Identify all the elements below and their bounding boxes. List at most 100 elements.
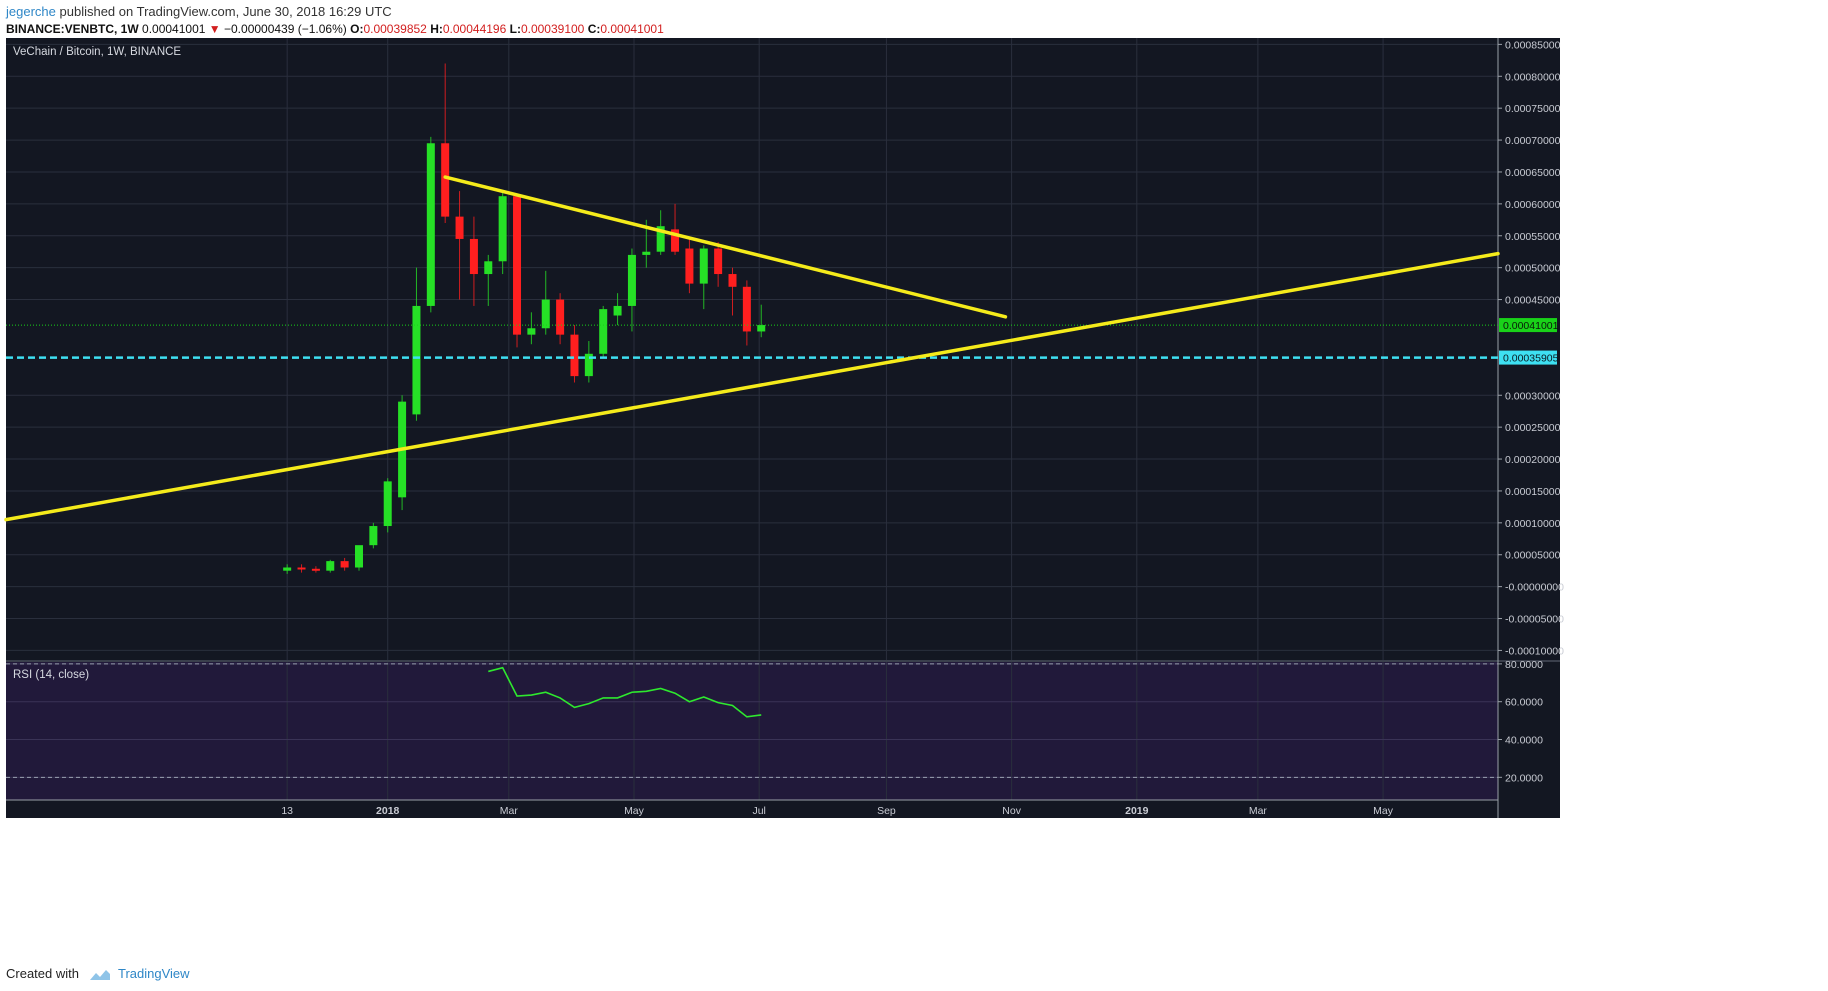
candle [527, 312, 536, 345]
candle [570, 325, 579, 383]
change-arrow-icon: ▼ [208, 22, 221, 36]
last-price-tag-bg [1499, 318, 1557, 333]
rsi-tick-label: 80.0000 [1505, 659, 1543, 671]
candle [383, 478, 392, 533]
close-value: 0.00041001 [600, 22, 664, 36]
candle [426, 136, 435, 313]
candle [728, 267, 737, 316]
rsi-axis-labels: 80.0000 60.0000 40.0000 20.0000 [1498, 659, 1543, 784]
publish-info: jegerche published on TradingView.com, J… [6, 4, 392, 19]
candle-body [498, 196, 507, 262]
close-label: C: [587, 22, 601, 36]
last-price-tag: 0.00041001 [1499, 318, 1559, 333]
last-price-value: 0.00041001 [142, 22, 206, 36]
candle-body [584, 353, 593, 377]
high-label: H: [430, 22, 443, 36]
rsi-tick-label: 40.0000 [1505, 735, 1543, 747]
candle [498, 191, 507, 275]
candle [627, 248, 636, 332]
rsi-title: RSI (14, close) [13, 669, 89, 681]
candle-body [369, 526, 378, 546]
ohlc-header: BINANCE:VENBTC, 1W 0.00041001 ▼ −0.00000… [6, 22, 664, 36]
candle-body [441, 143, 450, 217]
low-value: 0.00039100 [520, 22, 585, 36]
candle [340, 557, 349, 571]
open-label: O: [350, 22, 364, 36]
time-tick-label: Sep [877, 805, 896, 817]
chart-title: VeChain / Bitcoin, 1W, BINANCE [13, 46, 181, 58]
price-pane-background [6, 38, 1498, 660]
candle [541, 270, 550, 335]
candle [484, 254, 493, 306]
tradingview-link[interactable]: TradingView [118, 966, 190, 981]
candle-body [527, 328, 536, 335]
price-axis-background [1498, 38, 1560, 818]
price-tick-label: 0.00005000 [1505, 550, 1561, 562]
candle-body [627, 254, 636, 306]
candle-body [469, 238, 478, 275]
candle-body [354, 545, 363, 568]
price-tick-label: 0.00060000 [1505, 199, 1561, 211]
rsi-pane-background [6, 662, 1498, 800]
rsi-line [488, 666, 762, 718]
candle [326, 559, 335, 573]
candle-body [326, 561, 335, 571]
candle [757, 304, 766, 338]
candle-body [757, 325, 766, 332]
tradingview-logo-icon [89, 969, 110, 980]
candle-body [426, 143, 435, 306]
candle [283, 564, 292, 574]
support-price-tag-bg [1499, 350, 1557, 365]
candle [584, 341, 593, 383]
support-price-tag-label: 0.00035905 [1503, 353, 1559, 365]
price-tick-label: 0.00085000 [1505, 39, 1561, 51]
candles [283, 63, 766, 574]
candle [513, 194, 522, 348]
rsi-tick-label: 60.0000 [1505, 697, 1543, 709]
time-tick-label: 2019 [1125, 805, 1149, 817]
time-axis-background [6, 800, 1498, 818]
candle-body [599, 309, 608, 354]
price-tick-label: -0.00000000 [1505, 582, 1564, 594]
time-tick-label: Jul [752, 805, 765, 817]
candle-body [742, 286, 751, 332]
trendline-descending-resistance [443, 175, 1008, 319]
candle-body [455, 216, 464, 239]
price-tick-label: 0.00065000 [1505, 167, 1561, 179]
price-tick-label: 0.00045000 [1505, 295, 1561, 307]
created-with-text: Created with [6, 966, 79, 981]
author-link[interactable]: jegerche [6, 4, 56, 19]
candle-body [412, 305, 421, 415]
time-tick-label: Nov [1002, 805, 1021, 817]
candle [556, 293, 565, 345]
time-tick-label: Mar [500, 805, 519, 817]
last-price-tag-label: 0.00041001 [1503, 320, 1559, 332]
high-value: 0.00044196 [442, 22, 507, 36]
candle [469, 216, 478, 306]
price-tick-label: 0.00070000 [1505, 135, 1561, 147]
time-tick-label: 13 [281, 805, 293, 817]
candle [297, 564, 306, 573]
candle-body [671, 229, 680, 252]
price-tick-label: 0.00010000 [1505, 518, 1561, 530]
candle-body [656, 226, 665, 252]
candle [412, 267, 421, 421]
candle [354, 545, 363, 571]
candle-body [484, 261, 493, 275]
price-tick-label: 0.00015000 [1505, 486, 1561, 498]
candle-body [613, 305, 622, 316]
support-price-tag: 0.00035905 [1499, 350, 1559, 365]
price-tick-label: -0.00005000 [1505, 614, 1564, 626]
candle-body [297, 567, 306, 570]
price-tick-label: 0.00025000 [1505, 422, 1561, 434]
open-value: 0.00039852 [363, 22, 427, 36]
published-text: published on TradingView.com, June 30, 2… [59, 4, 392, 19]
candle [455, 191, 464, 300]
price-tick-label: 0.00055000 [1505, 231, 1561, 243]
symbol-label: BINANCE:VENBTC, 1W [6, 22, 139, 36]
trendlines [4, 175, 1500, 522]
candle-body [685, 248, 694, 284]
candle [671, 203, 680, 255]
candle-body [541, 299, 550, 329]
